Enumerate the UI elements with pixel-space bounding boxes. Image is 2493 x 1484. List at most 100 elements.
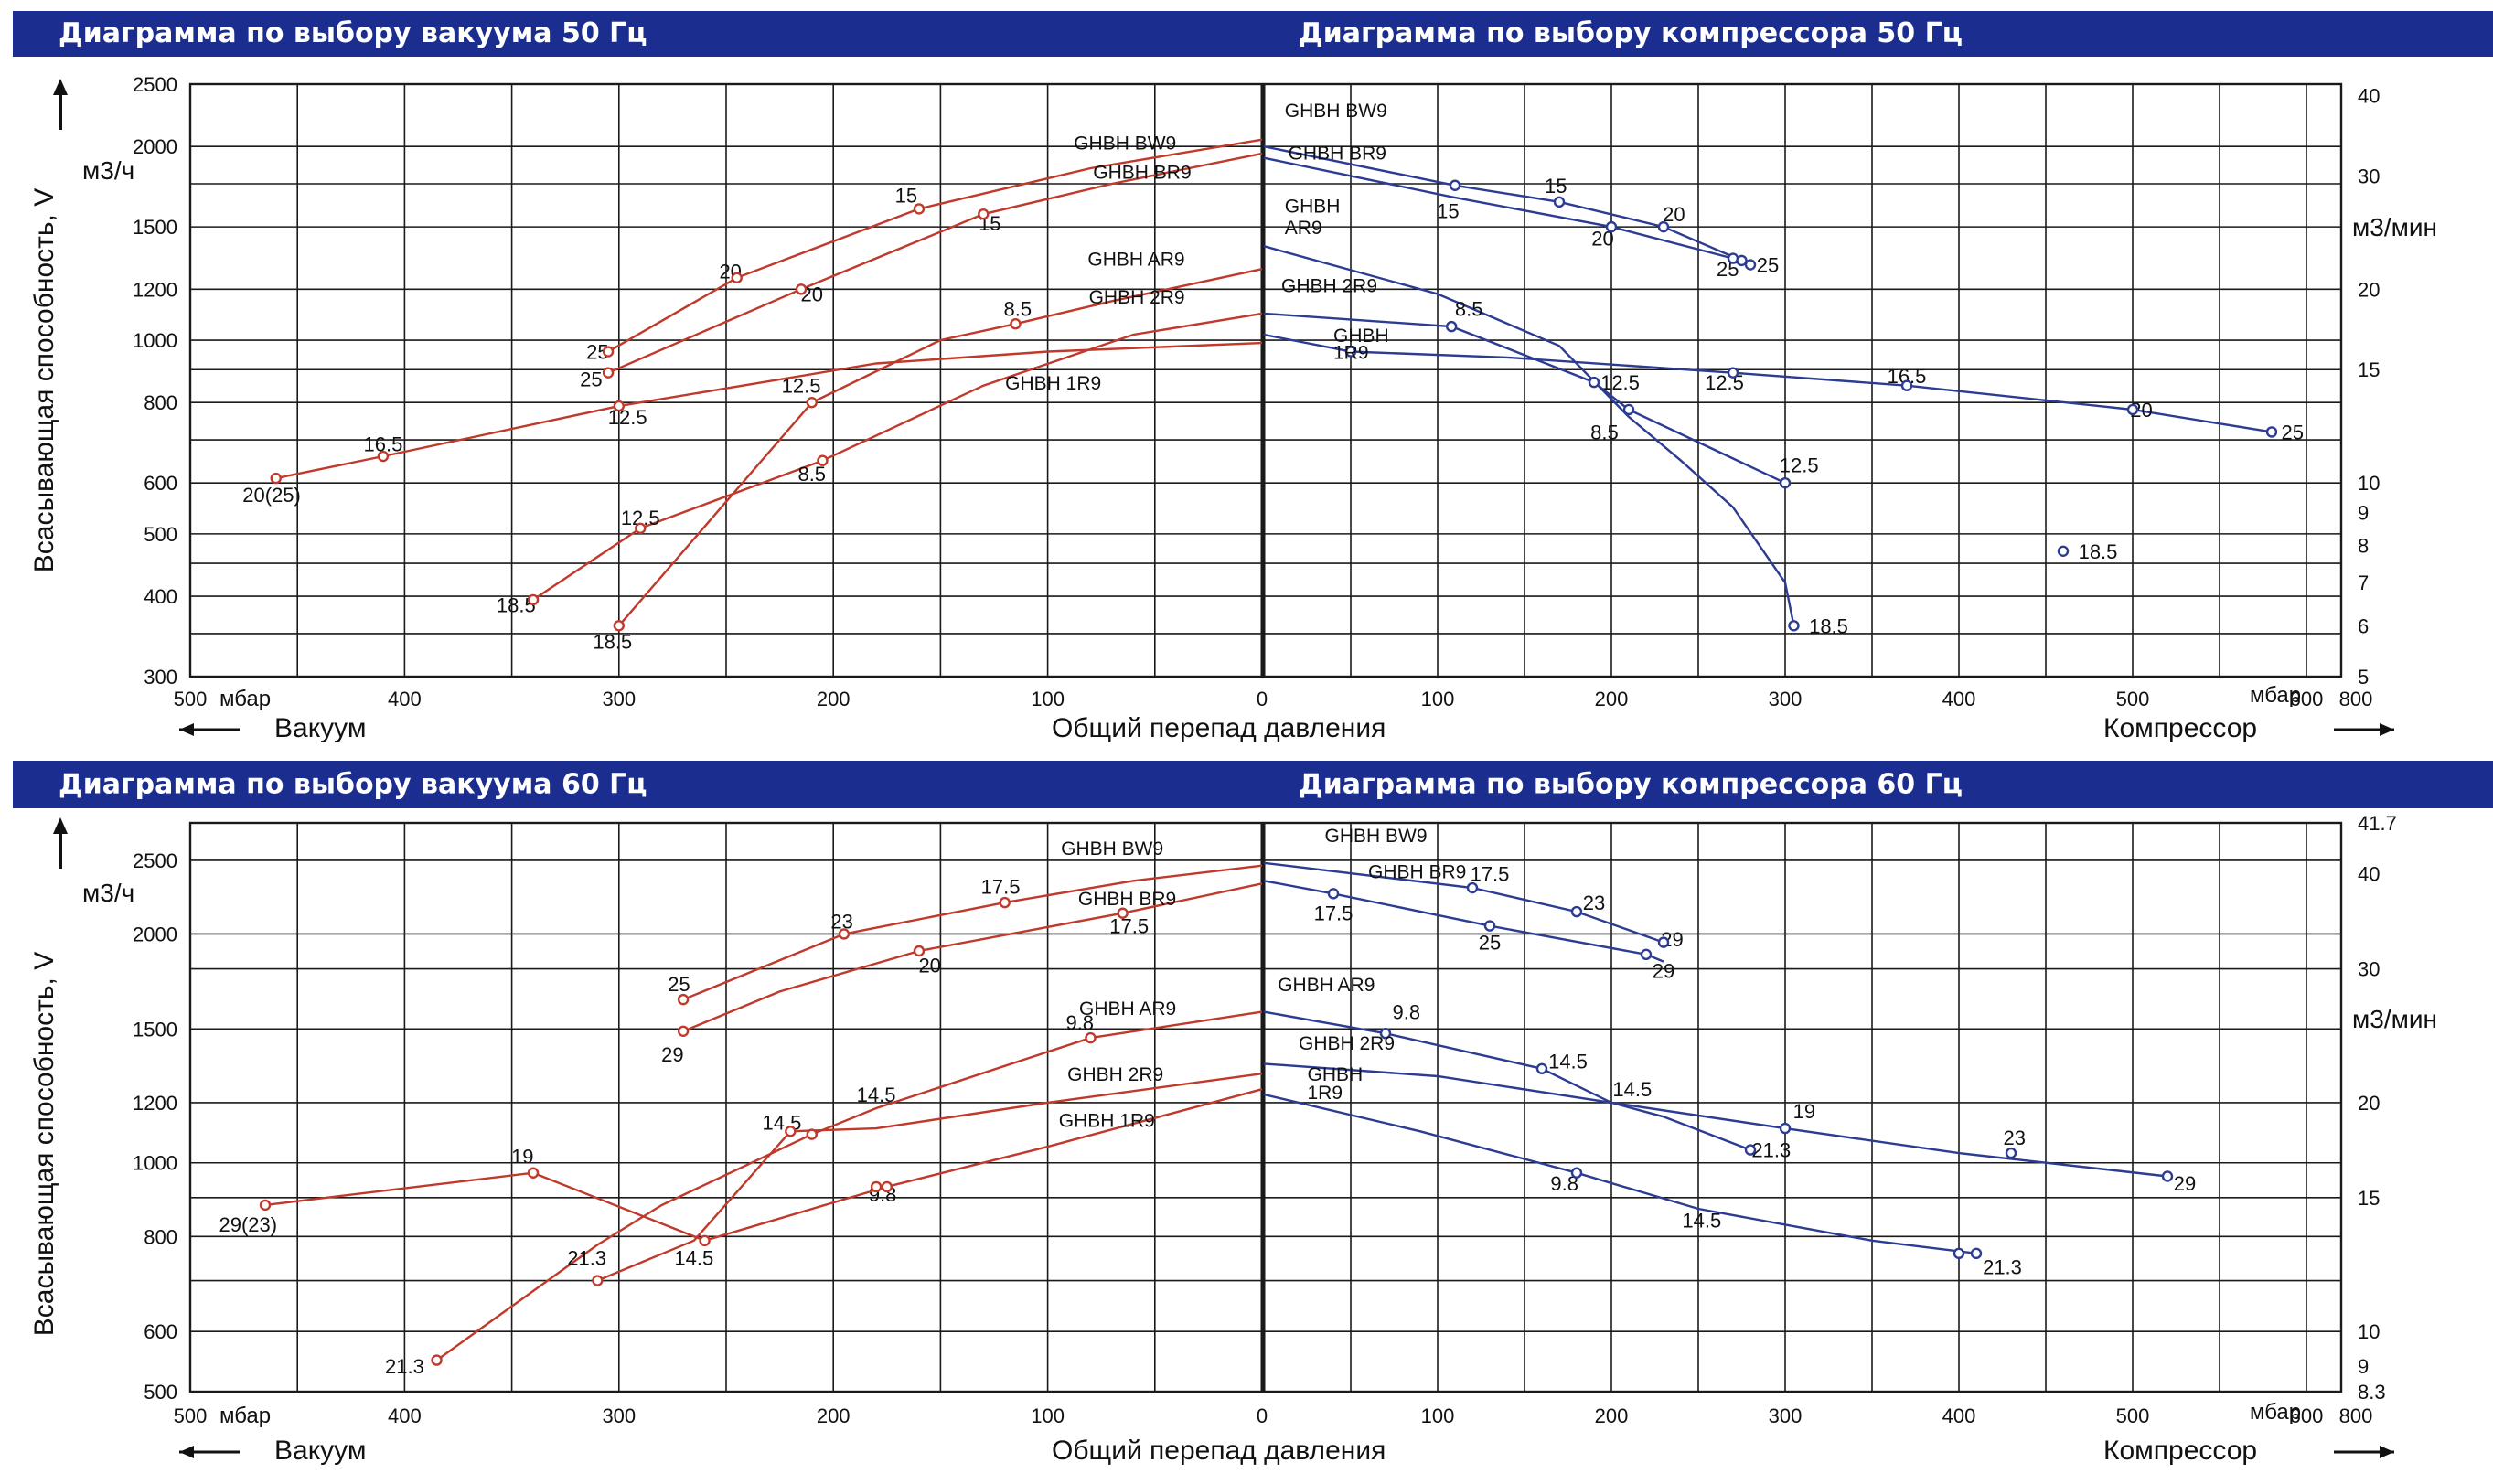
vacuum-curve xyxy=(264,1088,1263,1243)
compressor-point-label: 8.5 xyxy=(1455,297,1483,320)
compressor-point-label: 15 xyxy=(1437,199,1459,222)
compressor-data-point xyxy=(1445,320,1458,333)
vacuum-point-label: 19 xyxy=(511,1146,533,1169)
vacuum-data-point xyxy=(377,450,390,463)
y-right-tick-label: 40 xyxy=(2358,84,2380,107)
unit-left-label: м3/ч xyxy=(82,156,134,185)
vacuum-data-point xyxy=(913,203,926,215)
compressor-label: Компрессор xyxy=(2103,1436,2257,1466)
x-tick-label: 200 xyxy=(1595,1404,1629,1427)
compressor-data-point xyxy=(1327,888,1340,900)
vacuum-point-label: 8.5 xyxy=(797,463,826,486)
vacuum-label: Вакуум xyxy=(274,1436,366,1466)
x-tick-label: 100 xyxy=(1031,1404,1065,1427)
compressor-series-label: GHBH BW9 xyxy=(1325,826,1428,847)
compressor-series-label: GHBH xyxy=(1333,326,1389,347)
vacuum-data-point xyxy=(870,1180,883,1193)
vacuum-series-label: GHBH 2R9 xyxy=(1089,287,1185,308)
x-tick-label: 0 xyxy=(1257,688,1268,710)
x-tick-label: 500 xyxy=(174,1404,208,1427)
y-right-tick-label: 20 xyxy=(2358,278,2380,301)
x-tick-label: 400 xyxy=(1942,688,1976,710)
vacuum-data-point xyxy=(785,1126,797,1137)
compressor-series-label: GHBH BR9 xyxy=(1368,862,1466,883)
vacuum-data-point xyxy=(806,1128,818,1140)
y-tick-label: 2000 xyxy=(133,923,177,945)
compressor-point-label: 17.5 xyxy=(1314,902,1353,925)
vacuum-curve xyxy=(275,341,1263,480)
compressor-curve xyxy=(1263,245,1795,626)
y-right-tick-label: 10 xyxy=(2358,1320,2380,1343)
vacuum-point-label: 25 xyxy=(580,368,602,391)
vacuum-data-point xyxy=(913,945,926,957)
vacuum-data-point xyxy=(635,522,647,535)
compressor-curve xyxy=(1263,1062,2168,1178)
y-axis-title: Всасывающая способность, V xyxy=(29,188,59,572)
vacuum-data-point xyxy=(806,397,818,409)
compressor-point-label: 17.5 xyxy=(1471,863,1510,886)
x-tick-label: 500 xyxy=(174,688,208,710)
unit-right-label: м3/мин xyxy=(2352,213,2437,241)
mbar-label-right: мбар xyxy=(2250,683,2301,708)
vacuum-data-point xyxy=(881,1180,893,1193)
vacuum-point-label: 15 xyxy=(895,184,917,207)
y-right-tick-label: 15 xyxy=(2358,1187,2380,1210)
compressor-series-label: GHBH 2R9 xyxy=(1281,275,1377,296)
vacuum-series-label: GHBH BR9 xyxy=(1093,162,1191,183)
y-tick-label: 1500 xyxy=(133,216,177,239)
x-tick-label: 300 xyxy=(602,688,636,710)
y-tick-label: 1200 xyxy=(133,278,177,301)
y-right-tick-label: 20 xyxy=(2358,1092,2380,1115)
mbar-label-left: мбар xyxy=(219,1404,271,1428)
compressor-curve xyxy=(1263,1093,1977,1254)
vacuum-data-point xyxy=(999,896,1011,909)
total-pressure-label: Общий перепад давления xyxy=(1052,1436,1386,1466)
x-tick-label: 300 xyxy=(1769,1404,1803,1427)
compressor-point-label: 21.3 xyxy=(1751,1139,1791,1162)
vacuum-point-label: 21.3 xyxy=(385,1355,424,1378)
vacuum-data-point xyxy=(677,993,690,1006)
compressor-point-label: 25 xyxy=(1479,932,1501,955)
vacuum-data-point xyxy=(677,1025,690,1037)
compressor-point-label: 14.5 xyxy=(1682,1210,1721,1233)
compressor-point-label: 29 xyxy=(1653,960,1674,983)
vacuum-data-point xyxy=(838,928,851,940)
y-tick-label: 400 xyxy=(144,585,177,608)
compressor-series-label: GHBH xyxy=(1285,197,1341,218)
compressor-curve xyxy=(1263,333,2273,433)
compressor-data-point xyxy=(1744,259,1757,271)
y-right-tick-label: 9 xyxy=(2358,501,2369,524)
vacuum-series-label: GHBH BR9 xyxy=(1078,889,1176,910)
compressor-point-label: 14.5 xyxy=(1548,1051,1588,1073)
y-right-tick-label: 8 xyxy=(2358,534,2369,557)
vacuum-data-point xyxy=(259,1199,272,1212)
compressor-point-label: 29 xyxy=(2174,1172,2196,1195)
vacuum-curve xyxy=(435,1010,1263,1361)
vacuum-data-point xyxy=(431,1354,443,1366)
compressor-series-label: GHBH AR9 xyxy=(1278,975,1375,996)
compressor-data-point xyxy=(1953,1247,1965,1260)
y-tick-label: 500 xyxy=(144,523,177,546)
y-tick-label: 1000 xyxy=(133,1152,177,1175)
compressor-data-point xyxy=(1622,403,1635,416)
y-right-tick-label: 15 xyxy=(2358,358,2380,381)
y-right-tick-label: 5 xyxy=(2358,666,2369,689)
y-axis-title: Всасывающая способность, V xyxy=(29,952,59,1336)
y-right-tick-label: 7 xyxy=(2358,571,2369,594)
compressor-label: Компрессор xyxy=(2103,713,2257,743)
vacuum-data-point xyxy=(602,346,615,358)
vacuum-data-point xyxy=(731,272,743,284)
compressor-data-point xyxy=(1483,920,1496,932)
compressor-data-point xyxy=(1779,476,1792,489)
compressor-chart-title: Диаграмма по выбору компрессора 60 Гц xyxy=(1299,768,1963,800)
compressor-data-point xyxy=(1344,346,1357,358)
vacuum-chart-title: Диаграмма по выбору вакуума 50 Гц xyxy=(59,17,647,49)
vacuum-point-label: 12.5 xyxy=(608,406,647,429)
vacuum-point-label: 20 xyxy=(918,955,940,977)
compressor-point-label: 23 xyxy=(1583,891,1605,914)
vacuum-data-point xyxy=(1010,318,1022,330)
x-tick-label: 100 xyxy=(1421,688,1455,710)
x-tick-label: 400 xyxy=(1942,1404,1976,1427)
compressor-point-label: 25 xyxy=(1757,254,1779,277)
